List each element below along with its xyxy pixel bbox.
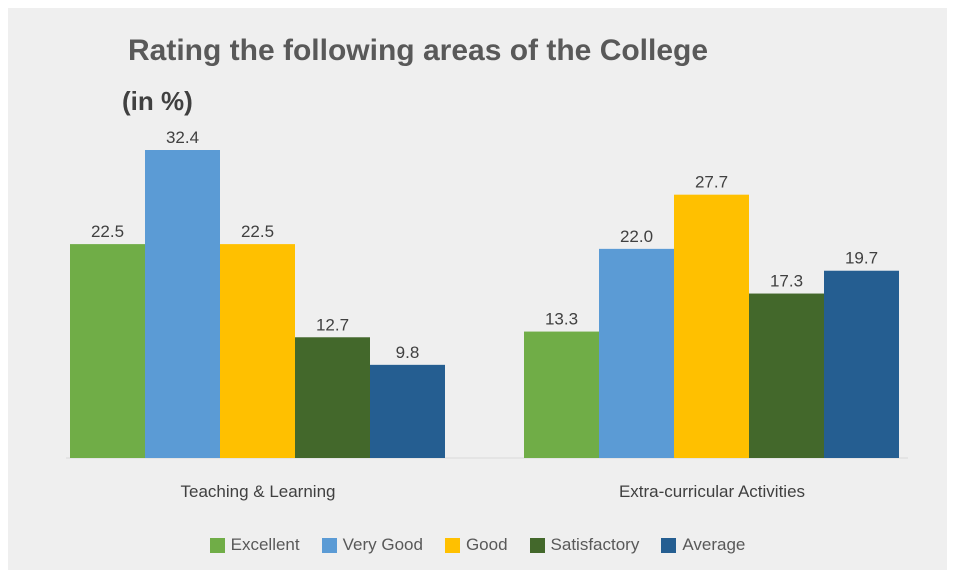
data-label-average: 9.8 <box>396 343 420 362</box>
legend-item: Satisfactory <box>529 535 640 555</box>
data-label-very-good: 32.4 <box>166 128 199 147</box>
legend-item: Average <box>661 535 745 555</box>
data-label-good: 22.5 <box>241 222 274 241</box>
legend-item: Very Good <box>321 535 423 555</box>
legend-swatch <box>209 537 225 553</box>
data-label-satisfactory: 12.7 <box>316 315 349 334</box>
legend-label: Satisfactory <box>550 535 640 554</box>
data-label-excellent: 22.5 <box>91 222 124 241</box>
legend-swatch <box>529 537 545 553</box>
legend-label: Good <box>465 535 508 554</box>
data-label-average: 19.7 <box>845 249 878 268</box>
bar-good <box>220 244 295 458</box>
bar-very-good <box>599 248 674 458</box>
bar-satisfactory <box>295 337 370 458</box>
bar-excellent <box>524 331 599 458</box>
data-label-good: 27.7 <box>695 173 728 192</box>
bar-very-good <box>145 150 220 458</box>
chart-subtitle: (in %) <box>122 86 193 116</box>
bar-average <box>824 270 899 458</box>
legend-item: Excellent <box>209 535 300 555</box>
legend-label: Very Good <box>342 535 423 554</box>
category-label: Extra-curricular Activities <box>619 482 805 501</box>
data-label-very-good: 22.0 <box>620 227 653 246</box>
category-label: Teaching & Learning <box>180 482 335 501</box>
legend-swatch <box>444 537 460 553</box>
legend-label: Average <box>682 535 746 554</box>
legend-swatch <box>321 537 337 553</box>
data-label-excellent: 13.3 <box>545 310 578 329</box>
chart-title: Rating the following areas of the Colleg… <box>128 34 709 67</box>
legend-label: Excellent <box>230 535 300 554</box>
chart-legend: Excellent Very Good Good Satisfactory Averag… <box>0 533 955 557</box>
bar-satisfactory <box>749 293 824 458</box>
data-label-satisfactory: 17.3 <box>770 272 803 291</box>
bar-average <box>370 364 445 458</box>
legend-item: Good <box>444 535 508 555</box>
bar-good <box>674 194 749 458</box>
legend-swatch <box>661 537 677 553</box>
bar-excellent <box>70 244 145 458</box>
